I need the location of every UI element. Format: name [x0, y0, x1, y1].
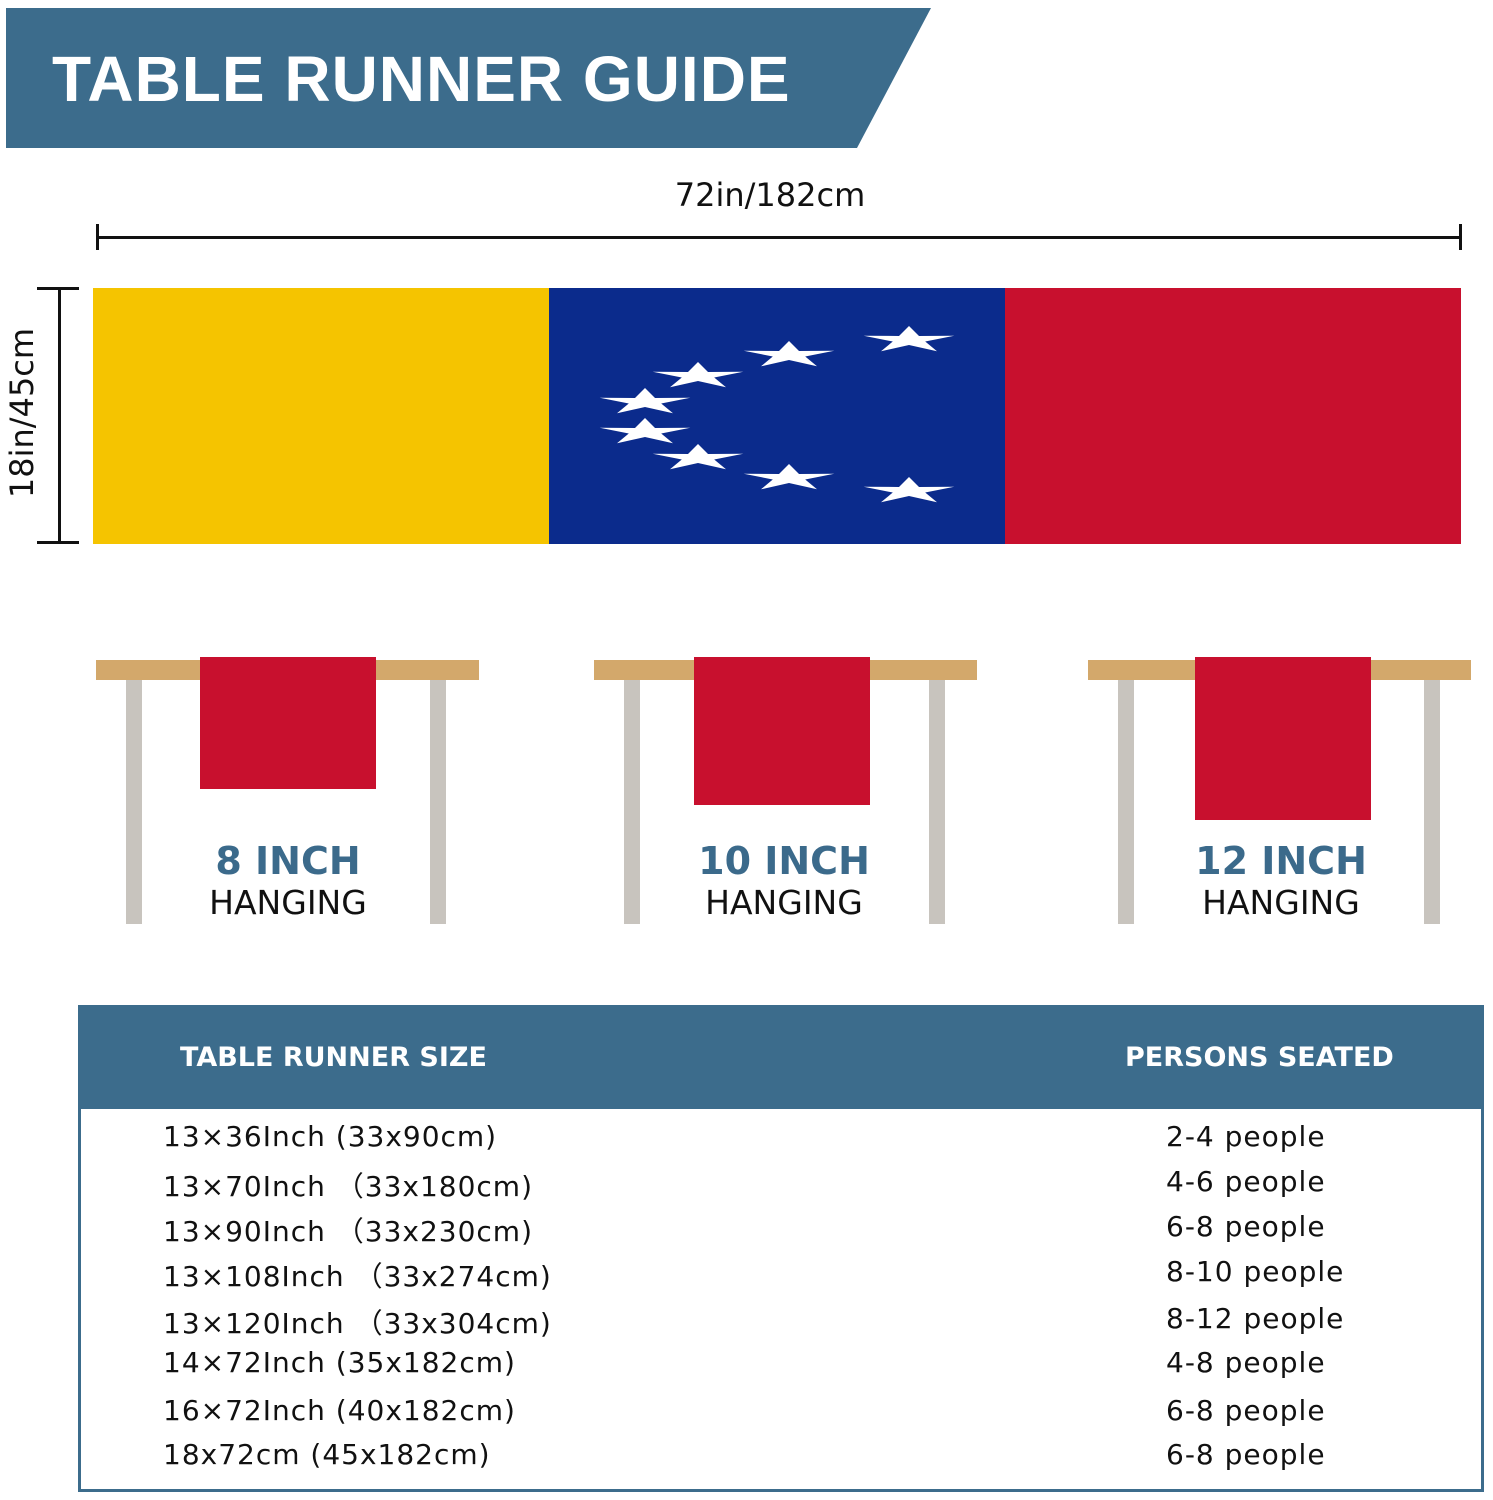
table-row: 13×36Inch (33x90cm) 2-4 people	[163, 1120, 1463, 1153]
row-size: 13×90Inch （33x230cm)	[163, 1215, 534, 1248]
hanging-label: 12 INCH HANGING	[1131, 839, 1431, 922]
row-size: 14×72Inch (35x182cm)	[163, 1346, 516, 1379]
hanging-size: 10 INCH	[698, 839, 870, 883]
star-icon	[652, 444, 744, 470]
length-dimension-line	[96, 236, 1462, 239]
length-label: 72in/182cm	[674, 176, 866, 214]
star-icon	[743, 464, 835, 490]
row-persons: 8-12 people	[1166, 1302, 1345, 1335]
star-icon	[652, 362, 744, 388]
red-stripe	[1005, 288, 1461, 544]
width-dimension-line	[58, 288, 61, 544]
row-size: 18x72cm (45x182cm)	[163, 1438, 491, 1471]
star-icon	[599, 388, 691, 414]
width-cap-bottom	[37, 541, 79, 544]
table-leg	[126, 680, 142, 924]
runner-drape	[200, 657, 376, 789]
title-banner	[6, 8, 931, 148]
yellow-stripe	[93, 288, 549, 544]
hanging-text: HANGING	[705, 882, 863, 922]
width-cap-top	[37, 287, 79, 290]
width-label: 18in/45cm	[3, 327, 41, 499]
hanging-label: 8 INCH HANGING	[138, 839, 438, 922]
row-persons: 8-10 people	[1166, 1255, 1345, 1288]
row-persons: 2-4 people	[1166, 1120, 1326, 1153]
runner-drape	[1195, 657, 1371, 820]
star-icon	[863, 326, 955, 352]
table-row: 13×90Inch （33x230cm) 6-8 people	[163, 1210, 1463, 1250]
hanging-size: 12 INCH	[1195, 839, 1367, 883]
row-size: 13×108Inch （33x274cm)	[163, 1260, 552, 1293]
table-row: 14×72Inch (35x182cm) 4-8 people	[163, 1346, 1463, 1379]
table-leg	[1118, 680, 1134, 924]
hanging-label: 10 INCH HANGING	[634, 839, 934, 922]
length-cap-left	[96, 224, 99, 250]
runner-preview	[93, 288, 1461, 544]
blue-stripe	[549, 288, 1005, 544]
hanging-text: HANGING	[209, 882, 367, 922]
hanging-text: HANGING	[1202, 882, 1360, 922]
row-size: 13×120Inch （33x304cm)	[163, 1307, 552, 1340]
table-row: 13×70Inch （33x180cm) 4-6 people	[163, 1165, 1463, 1205]
table-leg	[1424, 680, 1440, 924]
star-icon	[743, 341, 835, 367]
row-persons: 4-8 people	[1166, 1346, 1326, 1379]
star-icon	[863, 477, 955, 503]
runner-drape	[694, 657, 870, 805]
length-cap-right	[1459, 224, 1462, 250]
table-row: 16×72Inch (40x182cm) 6-8 people	[163, 1394, 1463, 1427]
table-row: 13×120Inch （33x304cm) 8-12 people	[163, 1302, 1463, 1342]
table-leg	[929, 680, 945, 924]
header-size: TABLE RUNNER SIZE	[180, 1042, 487, 1073]
stars-arc	[599, 326, 955, 503]
row-persons: 6-8 people	[1166, 1394, 1326, 1427]
star-icon	[599, 418, 691, 444]
row-size: 13×36Inch (33x90cm)	[163, 1120, 498, 1153]
table-row: 18x72cm (45x182cm) 6-8 people	[163, 1438, 1463, 1471]
table-leg	[624, 680, 640, 924]
table-leg	[430, 680, 446, 924]
row-size: 16×72Inch (40x182cm)	[163, 1394, 516, 1427]
hanging-size: 8 INCH	[215, 839, 361, 883]
header-persons: PERSONS SEATED	[1125, 1042, 1394, 1073]
row-persons: 6-8 people	[1166, 1438, 1326, 1471]
row-size: 13×70Inch （33x180cm)	[163, 1170, 534, 1203]
table-row: 13×108Inch （33x274cm) 8-10 people	[163, 1255, 1463, 1295]
row-persons: 6-8 people	[1166, 1210, 1326, 1243]
size-table	[78, 1005, 1484, 1492]
row-persons: 4-6 people	[1166, 1165, 1326, 1198]
size-table-header	[78, 1005, 1484, 1109]
page-title: TABLE RUNNER GUIDE	[52, 43, 791, 115]
